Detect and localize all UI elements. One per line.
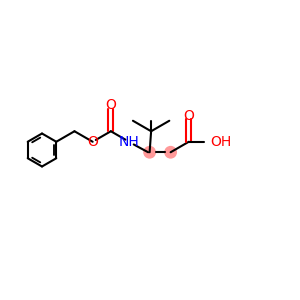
Circle shape: [144, 146, 155, 158]
Text: O: O: [87, 135, 98, 149]
Circle shape: [165, 146, 176, 158]
Text: O: O: [105, 98, 116, 112]
Text: OH: OH: [210, 135, 232, 149]
Text: O: O: [183, 109, 194, 123]
Text: NH: NH: [119, 135, 140, 149]
